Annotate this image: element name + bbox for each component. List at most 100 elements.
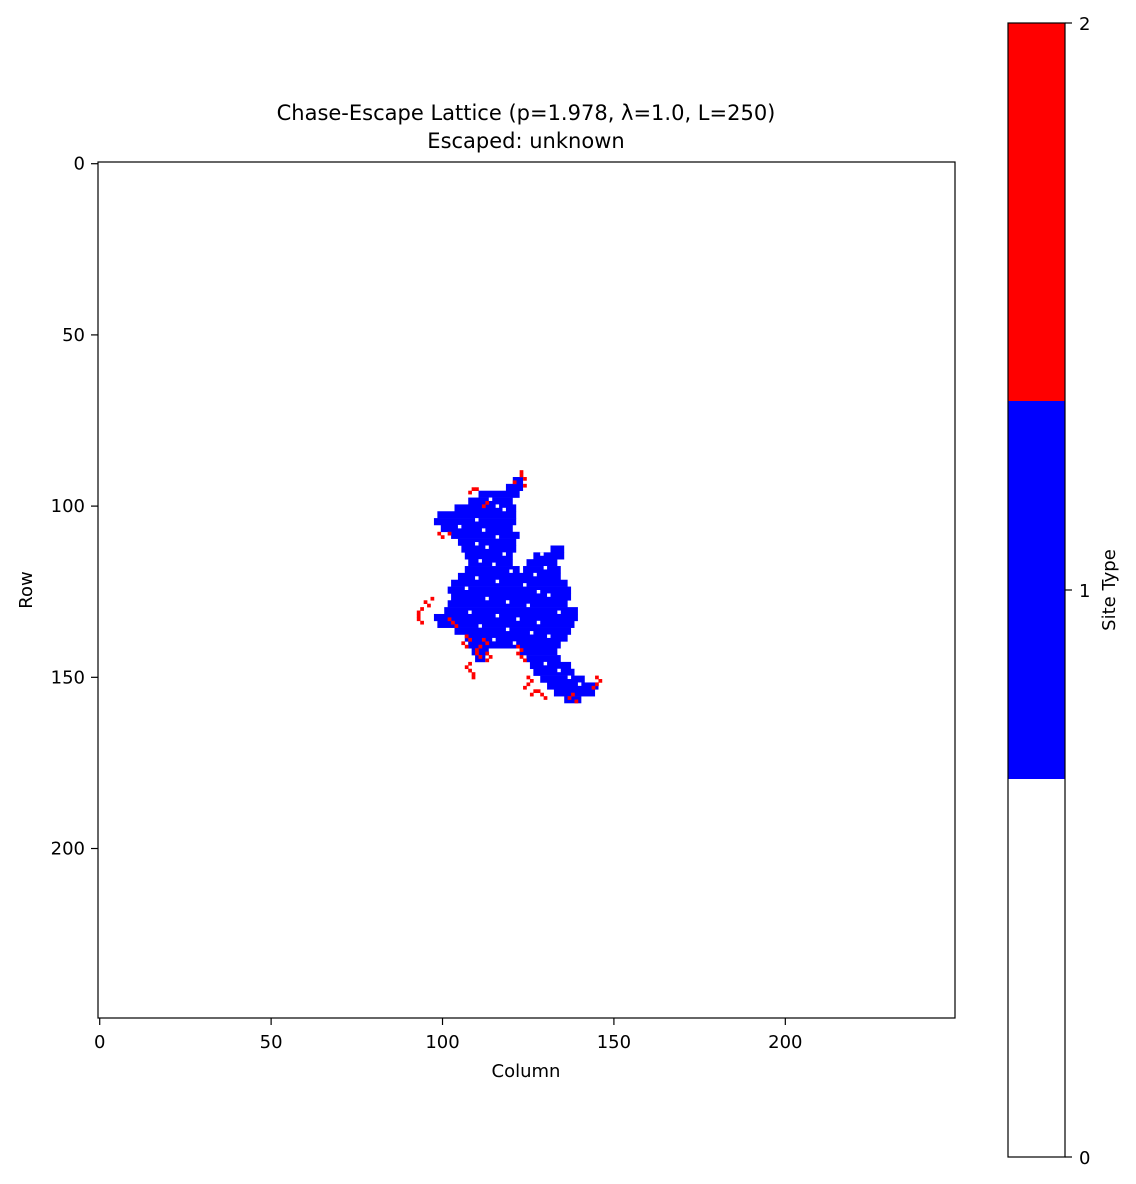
red-site [516,651,520,656]
y-tick-label: 100 [51,496,85,517]
red-site [533,689,538,694]
red-site [574,699,579,704]
empty-site [502,507,506,512]
x-axis-label: Column [492,1061,561,1082]
red-site [523,483,527,488]
empty-site [475,576,479,580]
red-site [447,617,452,622]
empty-site [543,661,548,666]
red-site [475,648,479,652]
chart-title: Chase-Escape Lattice (p=1.978, λ=1.0, L=… [277,101,776,125]
empty-site [492,562,496,567]
blue-site-run [533,668,575,676]
empty-site [529,631,534,635]
blue-site-run [526,559,558,567]
red-site [598,679,603,683]
red-site [571,692,575,697]
blue-site-run [464,634,568,642]
blue-site-run [461,545,517,553]
blue-site-run [564,696,582,704]
plot-frame [97,161,956,1019]
x-tick-label: 50 [260,1032,283,1053]
red-site [519,470,524,474]
blue-site-run [451,593,572,601]
red-site [481,637,486,642]
colorbar [1007,22,1066,1158]
blue-site-run [519,648,558,656]
empty-site [468,610,472,614]
empty-site [495,613,500,618]
red-site [447,531,452,536]
colorbar-tick-label: 1 [1079,581,1090,602]
red-site [471,487,476,491]
red-site [536,689,541,694]
blue-site-run [512,477,524,485]
red-site [437,531,442,536]
red-site [427,603,431,608]
red-site [519,655,524,659]
blue-site-run [437,620,575,628]
red-site [416,617,421,622]
red-site [430,596,435,601]
y-axis: 0 50 100 150 200 [51,154,98,860]
blue-site-run [468,497,513,505]
empty-site [536,590,541,594]
empty-site [512,641,517,645]
empty-site [509,569,513,573]
empty-site [505,627,510,632]
red-site [485,641,490,646]
blue-site-run [529,661,572,670]
empty-site [488,497,493,501]
y-tick-label: 150 [51,667,85,688]
empty-site [485,596,489,601]
empty-site [516,617,520,621]
colorbar-segment [1008,401,1065,779]
red-site [488,655,493,659]
empty-site [481,528,486,532]
red-site [485,651,490,656]
red-site [481,504,486,509]
empty-site [485,545,489,549]
blue-site-run [526,655,561,663]
red-site [519,473,524,478]
red-site [526,682,531,687]
red-site [516,644,520,649]
x-tick-label: 150 [597,1032,631,1053]
blue-site-run [433,518,517,526]
red-site [529,679,534,683]
blue-site-run [447,600,568,608]
red-site [591,685,596,690]
red-site [595,675,599,680]
red-site [468,661,472,666]
red-site [543,696,548,700]
red-site [471,675,476,680]
red-site [416,613,421,618]
empty-site [492,637,496,642]
empty-site [557,668,561,673]
blue-site-run [437,511,517,519]
red-site [464,665,469,670]
red-site [485,500,490,505]
blue-site-run [478,490,520,498]
x-axis: 0 50 100 150 200 [94,1018,802,1053]
empty-site [540,552,544,556]
x-tick-label: 0 [94,1032,105,1053]
red-site [485,658,490,663]
empty-site [505,600,510,604]
empty-site [526,603,530,608]
x-tick-label: 100 [425,1032,459,1053]
blue-site-run [457,538,517,546]
empty-site [475,518,479,522]
red-site [529,692,534,697]
blue-site-run [550,545,565,553]
blue-site-run [523,566,561,574]
red-site [416,610,421,615]
blue-site-run [540,675,585,683]
red-site [478,644,483,649]
colorbar-label: Site Type [1099,549,1120,631]
empty-site [475,542,479,546]
empty-site [543,566,548,570]
blue-site-run [457,572,561,581]
y-tick-label: 200 [51,839,85,860]
